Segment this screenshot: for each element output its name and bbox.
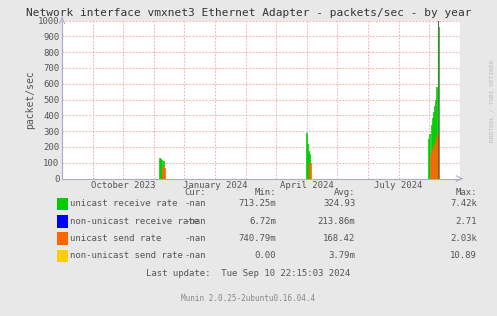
Text: unicast send rate: unicast send rate [70, 234, 161, 243]
Text: Avg:: Avg: [334, 188, 355, 197]
Text: non-unicast send rate: non-unicast send rate [70, 252, 182, 260]
Text: 213.86m: 213.86m [318, 217, 355, 226]
Text: 324.93: 324.93 [323, 199, 355, 208]
Text: RRDTOOL / TOBI OETIKER: RRDTOOL / TOBI OETIKER [490, 60, 495, 143]
Text: 2.03k: 2.03k [450, 234, 477, 243]
Text: 10.89: 10.89 [450, 252, 477, 260]
Text: Last update:  Tue Sep 10 22:15:03 2024: Last update: Tue Sep 10 22:15:03 2024 [147, 269, 350, 278]
Text: -nan: -nan [185, 199, 206, 208]
Text: 713.25m: 713.25m [238, 199, 276, 208]
Text: Min:: Min: [254, 188, 276, 197]
Text: -nan: -nan [185, 252, 206, 260]
Text: 7.42k: 7.42k [450, 199, 477, 208]
Text: Max:: Max: [456, 188, 477, 197]
Text: 168.42: 168.42 [323, 234, 355, 243]
Text: 0.00: 0.00 [254, 252, 276, 260]
Text: Munin 2.0.25-2ubuntu0.16.04.4: Munin 2.0.25-2ubuntu0.16.04.4 [181, 294, 316, 303]
Text: -nan: -nan [185, 217, 206, 226]
Text: 740.79m: 740.79m [238, 234, 276, 243]
Text: 6.72m: 6.72m [249, 217, 276, 226]
Y-axis label: packet/sec: packet/sec [25, 70, 35, 129]
Text: 3.79m: 3.79m [329, 252, 355, 260]
Text: -nan: -nan [185, 234, 206, 243]
Text: unicast receive rate: unicast receive rate [70, 199, 177, 208]
Text: Network interface vmxnet3 Ethernet Adapter - packets/sec - by year: Network interface vmxnet3 Ethernet Adapt… [26, 8, 471, 18]
Text: Cur:: Cur: [185, 188, 206, 197]
Text: 2.71: 2.71 [456, 217, 477, 226]
Text: non-unicast receive rate: non-unicast receive rate [70, 217, 199, 226]
